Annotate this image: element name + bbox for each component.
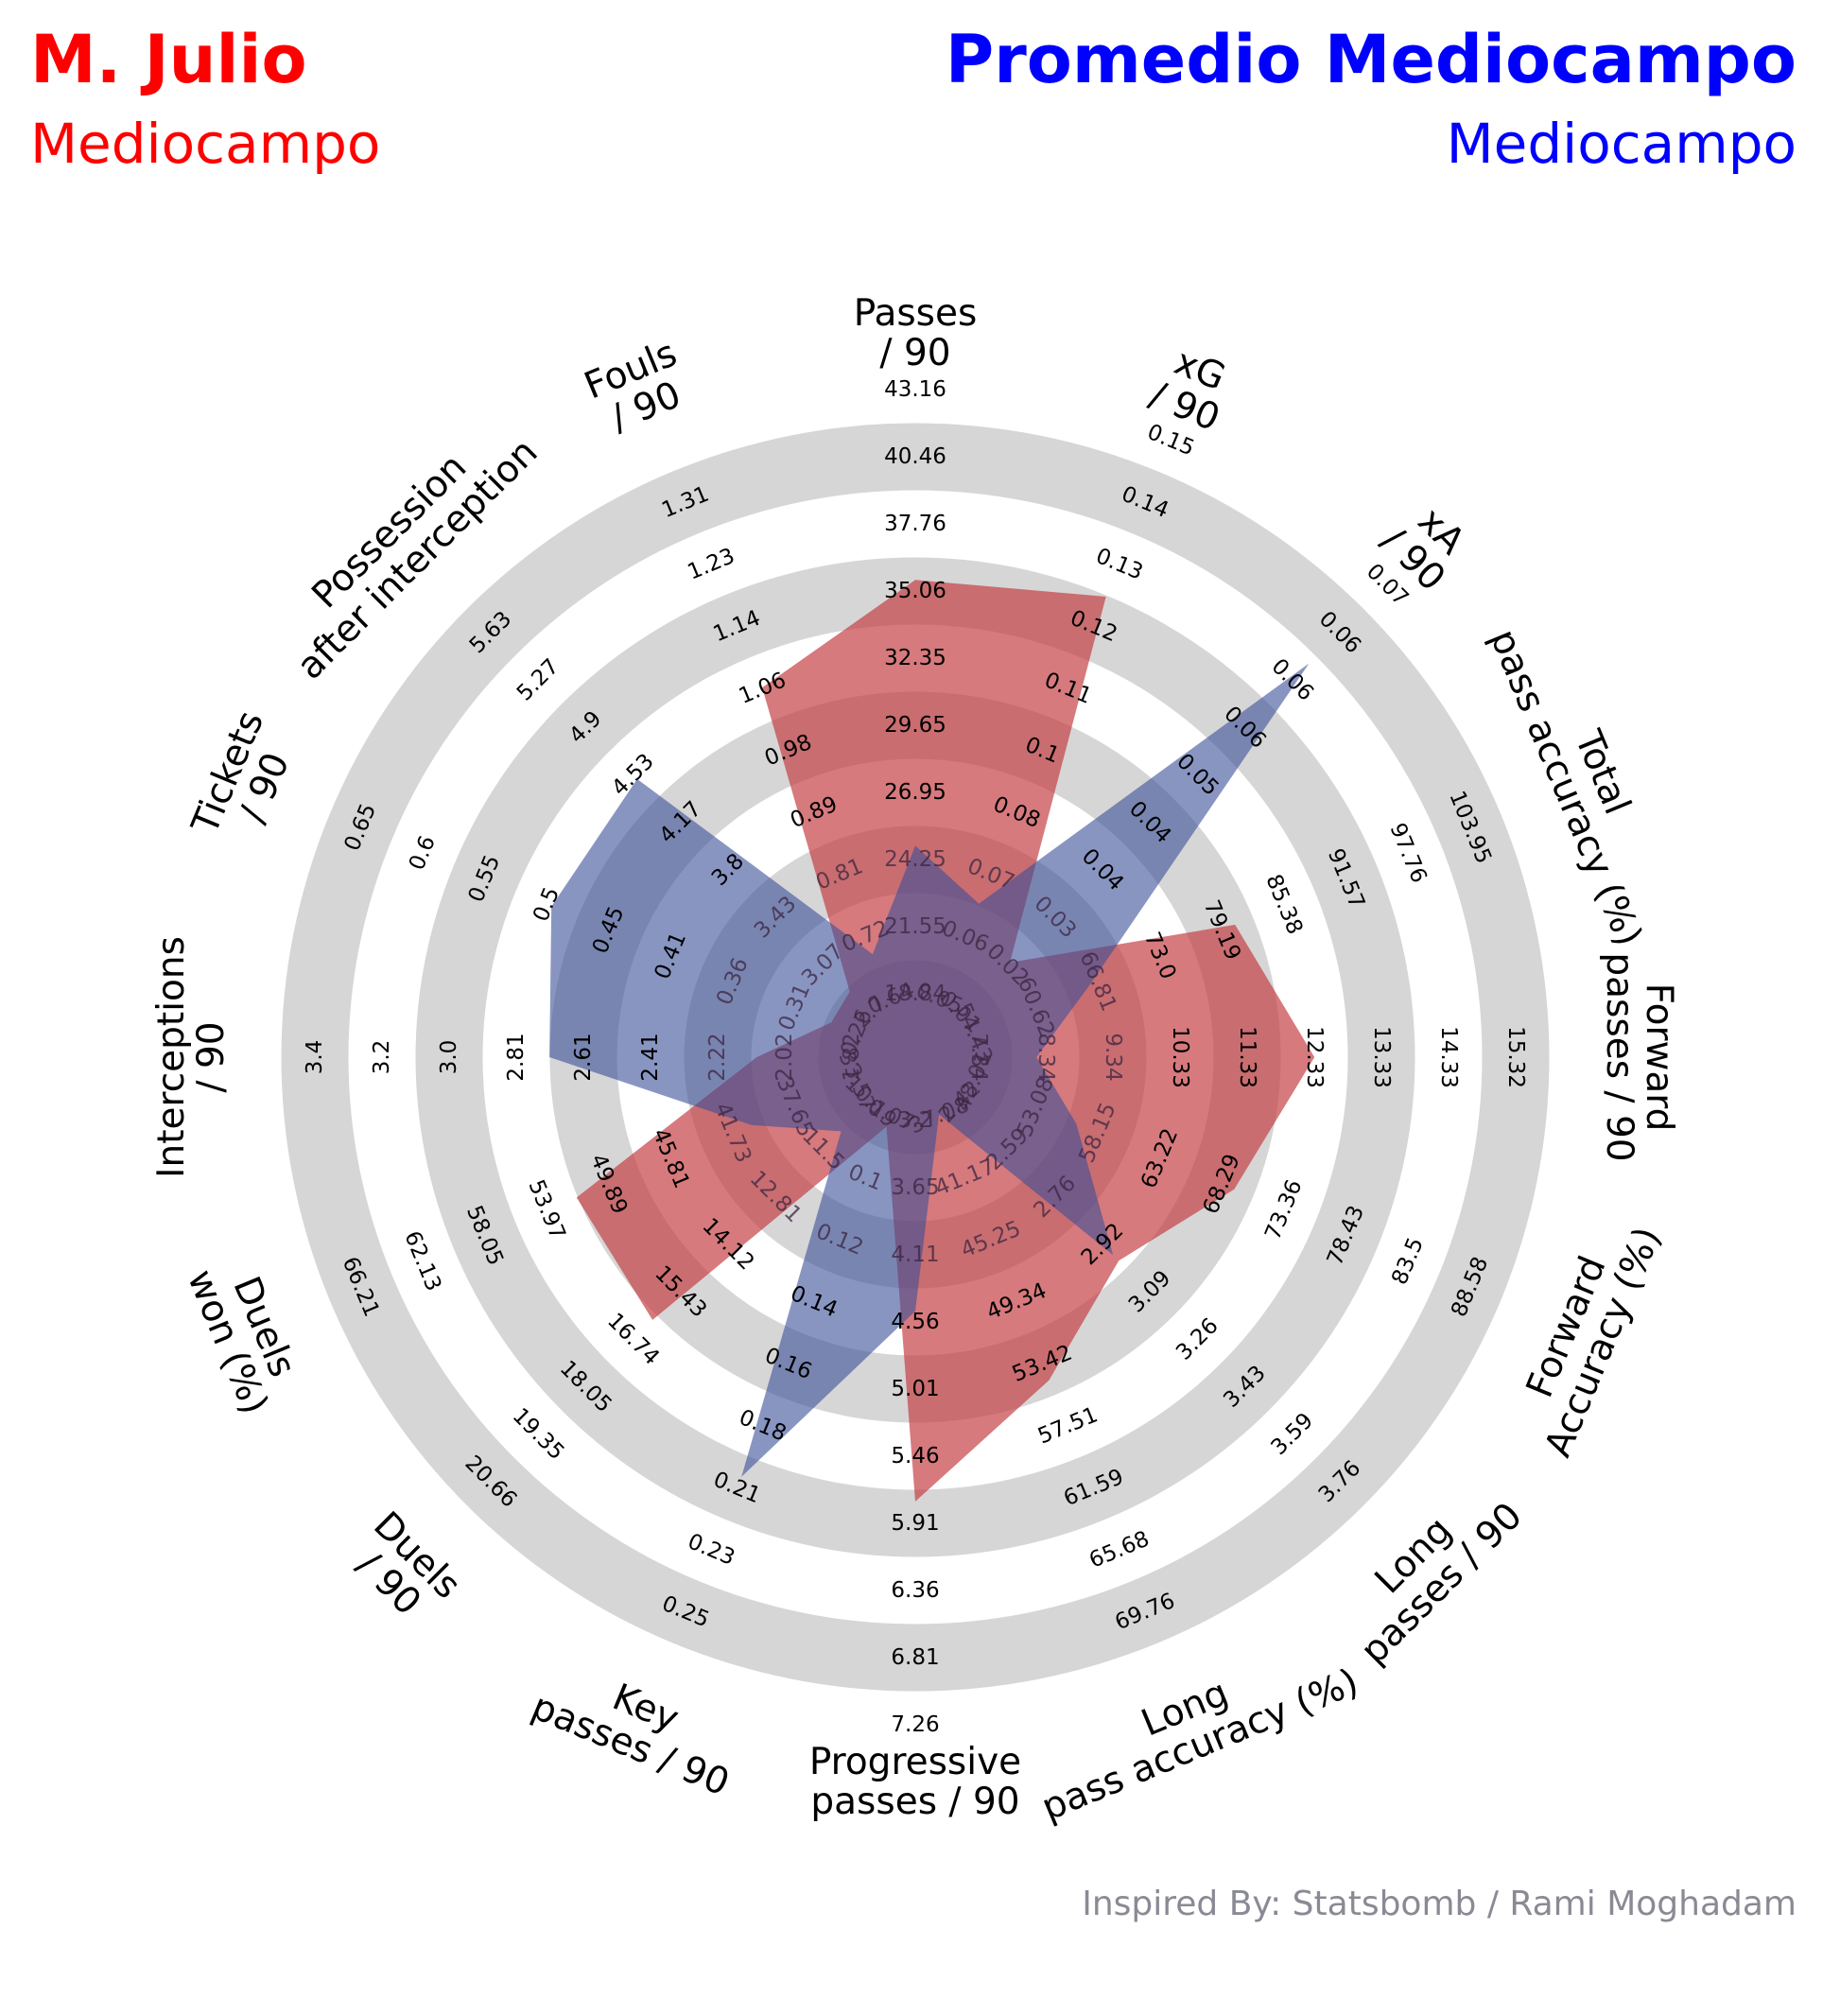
tick-label: 3.65 <box>891 1175 939 1200</box>
tick-label: 5.46 <box>891 1444 939 1469</box>
tick-label: 5.91 <box>891 1511 939 1536</box>
tick-label: 26.95 <box>884 780 946 805</box>
tick-label: 7.34 <box>966 1033 991 1081</box>
credit-text: Inspired By: Statsbomb / Rami Moghadam <box>1082 1885 1797 1923</box>
tick-label: 1.82 <box>840 1033 864 1081</box>
param-label: Forwardpasses / 90 <box>1598 952 1680 1161</box>
tick-label: 29.65 <box>884 713 946 738</box>
tick-label: 10.33 <box>1168 1026 1192 1088</box>
radar-tick-labels: 18.84 21.55 24.25 26.95 29.65 32.35 35.06 37.76… <box>303 377 1528 1737</box>
comparison-position: Mediocampo <box>1446 112 1797 176</box>
radar-polygons <box>549 580 1315 1502</box>
tick-label: 21.55 <box>884 914 946 939</box>
tick-label: 9.34 <box>1101 1033 1125 1081</box>
tick-label: 12.33 <box>1302 1026 1327 1088</box>
tick-label: 7.26 <box>891 1712 939 1737</box>
player-name: M. Julio <box>30 21 307 98</box>
comparison-name: Promedio Mediocampo <box>945 21 1797 98</box>
tick-label: 32.35 <box>884 646 946 670</box>
tick-label: 5.01 <box>891 1377 939 1401</box>
tick-label: 15.32 <box>1503 1026 1528 1088</box>
param-label: Interceptions/ 90 <box>150 936 233 1178</box>
tick-label: 6.36 <box>891 1578 939 1603</box>
tick-label: 18.84 <box>884 982 946 1006</box>
tick-label: 2.02 <box>772 1033 797 1081</box>
tick-label: 43.16 <box>884 377 946 402</box>
tick-label: 6.81 <box>891 1645 939 1670</box>
tick-label: 24.25 <box>884 847 946 872</box>
tick-label: 3.0 <box>437 1040 461 1075</box>
tick-label: 40.46 <box>884 444 946 469</box>
tick-label: 11.33 <box>1235 1026 1259 1088</box>
tick-label: 37.76 <box>884 512 946 536</box>
tick-label: 2.81 <box>504 1033 529 1081</box>
tick-label: 35.06 <box>884 579 946 603</box>
tick-label: 8.34 <box>1033 1033 1058 1081</box>
tick-label: 3.4 <box>303 1040 327 1075</box>
param-label: Passes/ 90 <box>854 292 978 374</box>
tick-label: 3.2 <box>370 1040 394 1075</box>
param-label: Fouls/ 90 <box>579 332 698 444</box>
tick-label: 2.61 <box>571 1033 596 1081</box>
tick-label: 4.56 <box>891 1310 939 1334</box>
tick-label: 2.22 <box>705 1033 730 1081</box>
tick-label: 4.11 <box>891 1243 939 1267</box>
param-label: Progressive passes / 90 <box>809 1741 1021 1823</box>
tick-label: 3.2 <box>898 1108 933 1133</box>
tick-label: 14.33 <box>1436 1026 1461 1088</box>
comparison-polygon <box>549 663 1310 1477</box>
tick-label: 2.41 <box>638 1033 663 1081</box>
player-position: Mediocampo <box>30 112 381 176</box>
tick-label: 13.33 <box>1369 1026 1394 1088</box>
